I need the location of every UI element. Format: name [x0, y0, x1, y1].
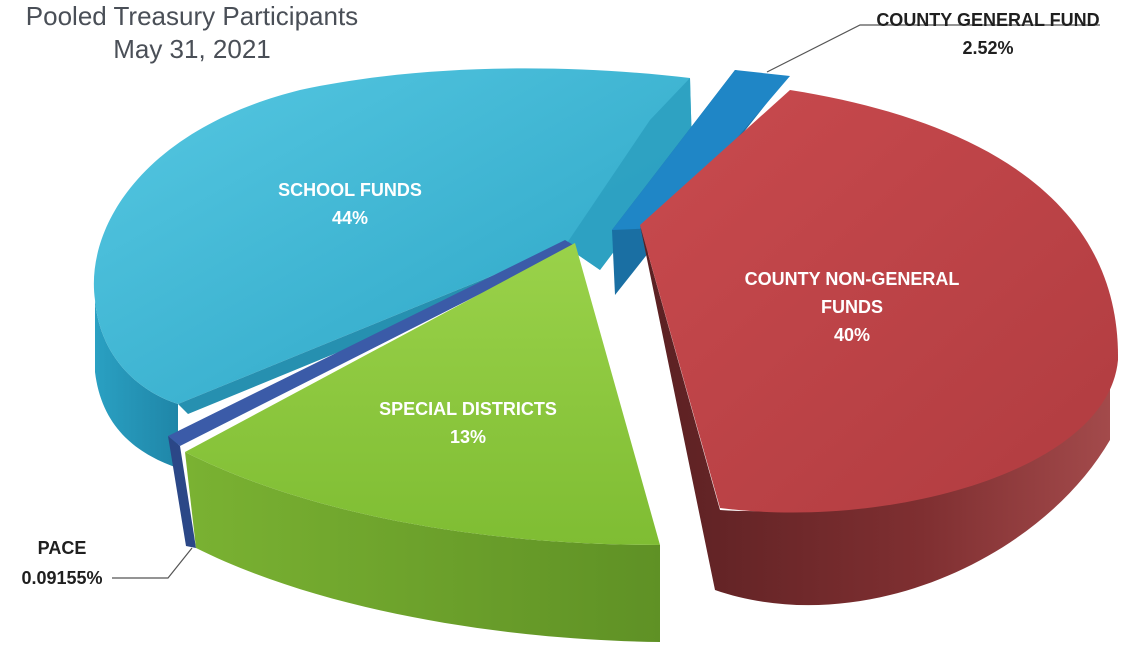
label-county-general-fund: COUNTY GENERAL FUND 2.52% [876, 10, 1099, 58]
svg-text:SPECIAL DISTRICTS: SPECIAL DISTRICTS [379, 399, 557, 419]
label-special-districts: SPECIAL DISTRICTS 13% [379, 399, 557, 447]
svg-text:40%: 40% [834, 325, 870, 345]
svg-text:COUNTY GENERAL FUND: COUNTY GENERAL FUND [876, 10, 1099, 30]
label-pace: PACE 0.09155% [21, 538, 102, 588]
leader-line-pace [112, 547, 193, 579]
svg-text:0.09155%: 0.09155% [21, 568, 102, 588]
pie-slice-pace [168, 240, 575, 548]
svg-text:PACE: PACE [38, 538, 87, 558]
leader-line-county-general [766, 24, 1100, 73]
svg-text:2.52%: 2.52% [962, 38, 1013, 58]
svg-text:COUNTY NON-GENERAL: COUNTY NON-GENERAL [745, 269, 960, 289]
svg-text:44%: 44% [332, 208, 368, 228]
svg-text:SCHOOL FUNDS: SCHOOL FUNDS [278, 180, 422, 200]
label-county-non-general-funds: COUNTY NON-GENERAL FUNDS 40% [745, 269, 960, 345]
svg-text:13%: 13% [450, 427, 486, 447]
svg-text:FUNDS: FUNDS [821, 297, 883, 317]
pie-slice-special-districts [185, 243, 660, 642]
label-school-funds: SCHOOL FUNDS 44% [278, 180, 422, 228]
chart-subtitle: May 31, 2021 [113, 34, 271, 64]
chart-title: Pooled Treasury Participants [26, 1, 358, 31]
pie-slice-county-non-general-funds [640, 90, 1119, 606]
